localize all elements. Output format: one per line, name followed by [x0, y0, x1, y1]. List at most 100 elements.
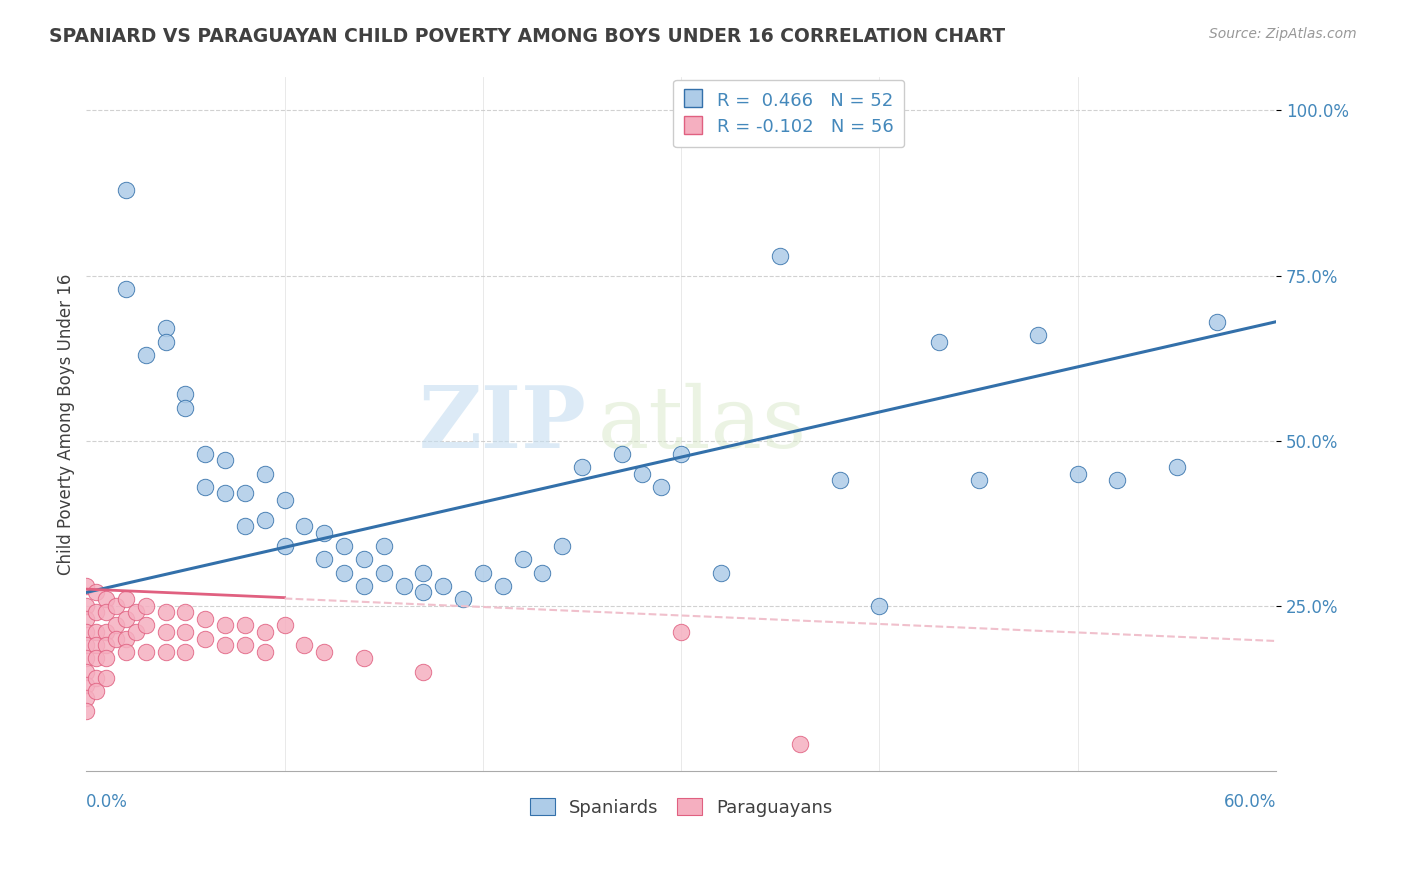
Point [253, 625, 276, 640]
Point [432, 579, 454, 593]
Point [373, 539, 395, 553]
Point [75, 638, 97, 652]
Point [115, 645, 138, 659]
Point [194, 480, 217, 494]
Point [353, 579, 375, 593]
Point [174, 605, 197, 619]
Point [273, 618, 295, 632]
Point [333, 566, 356, 580]
Point [650, 480, 672, 494]
Point [174, 645, 197, 659]
Point [928, 334, 950, 349]
Point [135, 618, 157, 632]
Point [451, 592, 474, 607]
Point [155, 645, 177, 659]
Point [105, 632, 128, 646]
Text: ZIP: ZIP [418, 382, 586, 466]
Point [314, 645, 336, 659]
Point [125, 605, 148, 619]
Point [75, 704, 97, 718]
Point [233, 638, 256, 652]
Point [233, 618, 256, 632]
Point [94, 671, 117, 685]
Y-axis label: Child Poverty Among Boys Under 16: Child Poverty Among Boys Under 16 [58, 273, 75, 574]
Point [135, 348, 157, 362]
Point [125, 625, 148, 640]
Text: atlas: atlas [598, 383, 807, 466]
Point [253, 645, 276, 659]
Point [253, 513, 276, 527]
Point [412, 585, 434, 599]
Point [75, 599, 97, 613]
Point [75, 691, 97, 706]
Point [155, 321, 177, 335]
Point [135, 599, 157, 613]
Point [115, 612, 138, 626]
Point [174, 625, 197, 640]
Point [412, 566, 434, 580]
Point [869, 599, 891, 613]
Point [531, 566, 554, 580]
Point [174, 401, 197, 415]
Point [155, 334, 177, 349]
Point [115, 282, 138, 296]
Point [194, 447, 217, 461]
Point [1205, 315, 1227, 329]
Point [115, 632, 138, 646]
Point [294, 638, 316, 652]
Point [174, 387, 197, 401]
Point [75, 665, 97, 679]
Point [155, 625, 177, 640]
Point [1067, 467, 1090, 481]
Point [233, 486, 256, 500]
Text: 60.0%: 60.0% [1223, 793, 1277, 811]
Text: Source: ZipAtlas.com: Source: ZipAtlas.com [1209, 27, 1357, 41]
Point [84, 651, 107, 665]
Point [571, 460, 593, 475]
Point [135, 645, 157, 659]
Point [105, 599, 128, 613]
Point [75, 651, 97, 665]
Point [115, 592, 138, 607]
Point [75, 612, 97, 626]
Point [273, 493, 295, 508]
Text: SPANIARD VS PARAGUAYAN CHILD POVERTY AMONG BOYS UNDER 16 CORRELATION CHART: SPANIARD VS PARAGUAYAN CHILD POVERTY AMO… [49, 27, 1005, 45]
Point [412, 665, 434, 679]
Legend: Spaniards, Paraguayans: Spaniards, Paraguayans [523, 791, 839, 824]
Point [105, 618, 128, 632]
Point [214, 453, 236, 467]
Point [194, 632, 217, 646]
Point [353, 651, 375, 665]
Point [392, 579, 415, 593]
Point [94, 651, 117, 665]
Point [294, 519, 316, 533]
Text: 0.0%: 0.0% [86, 793, 128, 811]
Point [669, 447, 692, 461]
Point [710, 566, 733, 580]
Point [115, 183, 138, 197]
Point [75, 579, 97, 593]
Point [194, 612, 217, 626]
Point [353, 552, 375, 566]
Point [769, 249, 792, 263]
Point [233, 519, 256, 533]
Point [333, 539, 356, 553]
Point [214, 638, 236, 652]
Point [1026, 327, 1049, 342]
Point [610, 447, 633, 461]
Point [471, 566, 494, 580]
Point [630, 467, 652, 481]
Point [84, 605, 107, 619]
Point [273, 539, 295, 553]
Point [1107, 473, 1129, 487]
Point [94, 605, 117, 619]
Point [94, 625, 117, 640]
Point [253, 467, 276, 481]
Point [75, 678, 97, 692]
Point [214, 618, 236, 632]
Point [512, 552, 534, 566]
Point [84, 671, 107, 685]
Point [967, 473, 990, 487]
Point [84, 625, 107, 640]
Point [94, 592, 117, 607]
